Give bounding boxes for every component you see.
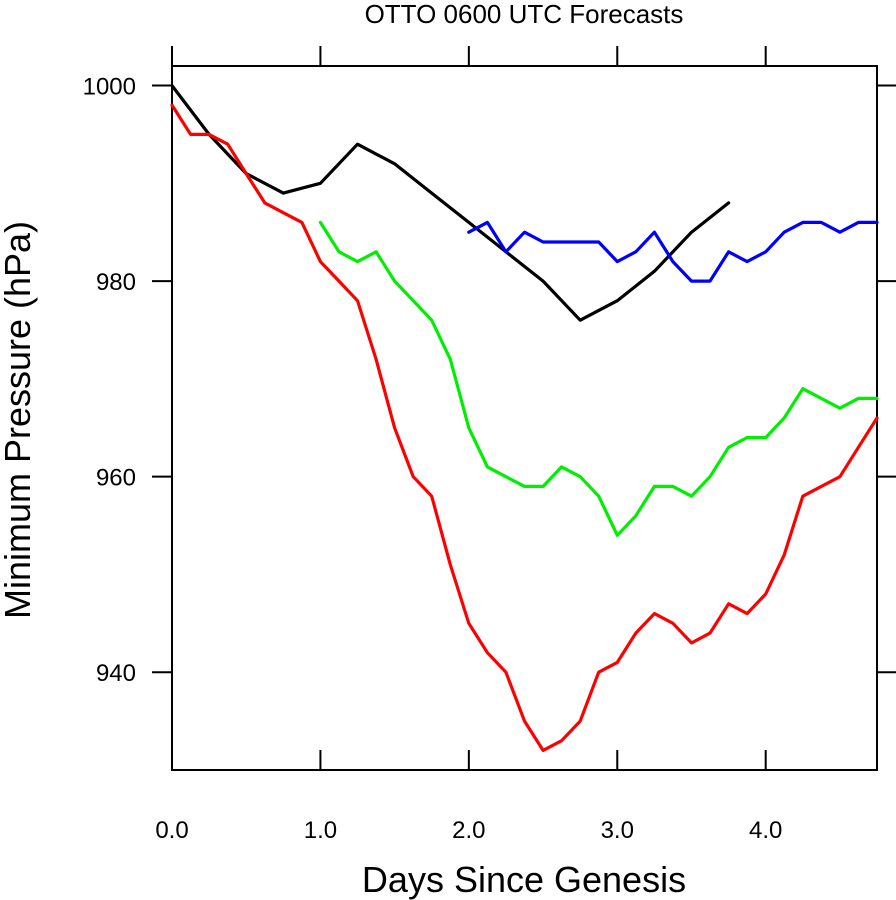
y-tick-label-1: 960 <box>96 465 136 492</box>
series-lines <box>170 83 879 753</box>
series-line-1 <box>170 103 879 753</box>
y-tick-label-0: 940 <box>96 660 136 687</box>
series-line-3 <box>467 220 879 283</box>
series-line-2 <box>318 220 879 537</box>
axis-ticks <box>152 46 896 770</box>
series-line-0 <box>170 83 731 322</box>
plot-frame <box>171 65 878 771</box>
x-tick-label-3: 3.0 <box>601 817 634 844</box>
x-axis-label: Days Since Genesis <box>362 859 686 900</box>
x-tick-label-2: 2.0 <box>452 817 485 844</box>
x-tick-label-4: 4.0 <box>749 817 782 844</box>
x-tick-label-1: 1.0 <box>304 817 337 844</box>
x-tick-label-0: 0.0 <box>155 817 188 844</box>
y-axis-label: Minimum Pressure (hPa) <box>0 221 38 619</box>
y-tick-label-2: 980 <box>96 269 136 296</box>
tick-labels: 0.0 1.0 2.0 3.0 4.0 940 960 980 1000 <box>83 74 783 844</box>
y-tick-label-3: 1000 <box>83 74 136 101</box>
chart-title: OTTO 0600 UTC Forecasts <box>365 0 684 29</box>
